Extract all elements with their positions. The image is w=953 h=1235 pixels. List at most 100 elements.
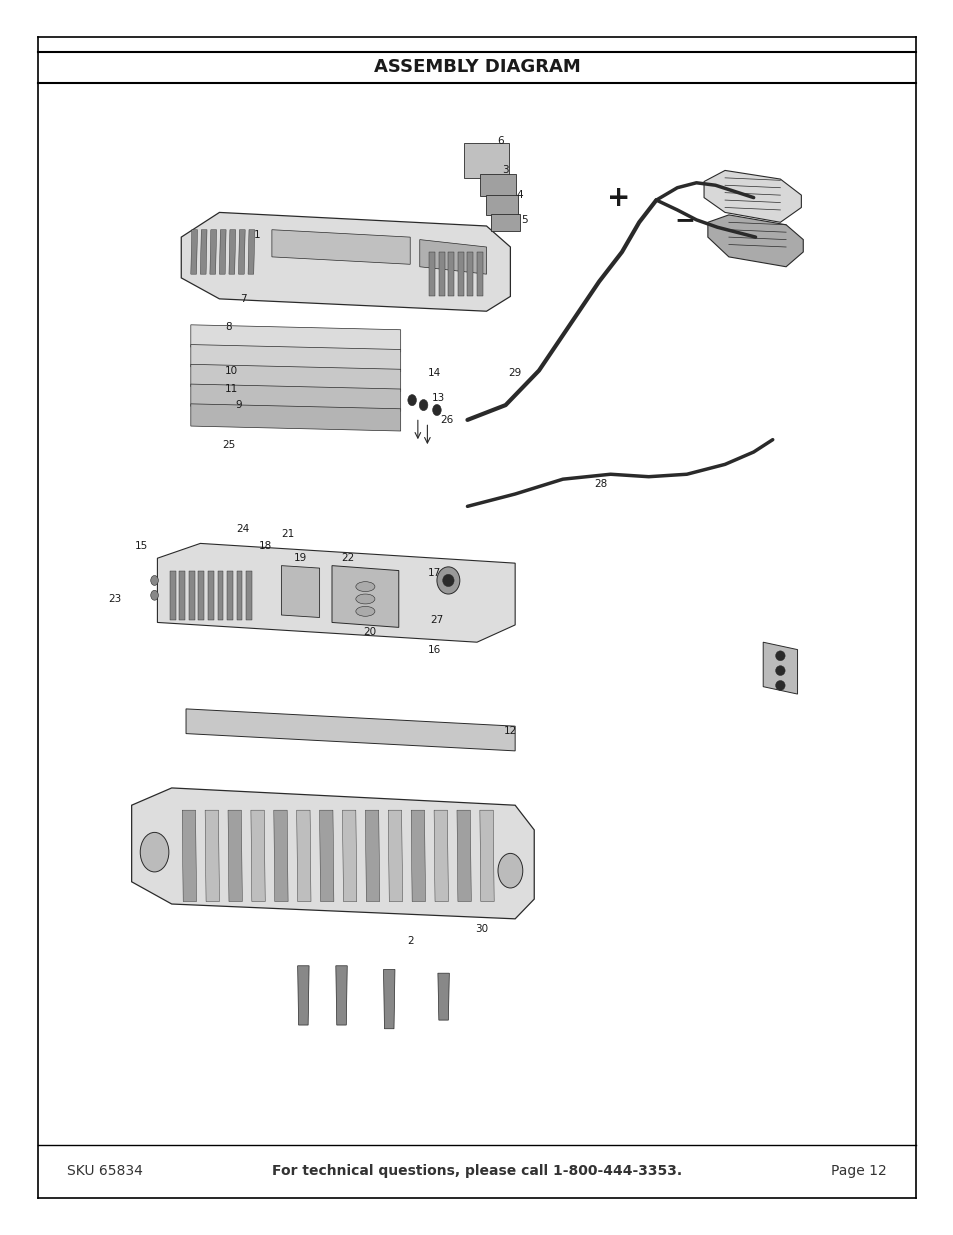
Ellipse shape xyxy=(355,594,375,604)
Text: 18: 18 xyxy=(258,541,272,551)
Polygon shape xyxy=(272,230,410,264)
Polygon shape xyxy=(332,566,398,627)
Text: 26: 26 xyxy=(439,415,453,425)
Text: 5: 5 xyxy=(521,215,527,225)
Text: 1: 1 xyxy=(254,230,260,240)
Polygon shape xyxy=(219,230,226,274)
Polygon shape xyxy=(205,810,219,902)
Ellipse shape xyxy=(151,590,158,600)
Text: 22: 22 xyxy=(341,553,355,563)
Polygon shape xyxy=(198,571,204,620)
Polygon shape xyxy=(434,810,448,902)
Polygon shape xyxy=(181,212,510,311)
Polygon shape xyxy=(238,230,245,274)
Polygon shape xyxy=(157,543,515,642)
Polygon shape xyxy=(191,384,400,411)
Text: 27: 27 xyxy=(430,615,443,625)
Ellipse shape xyxy=(497,853,522,888)
Text: 11: 11 xyxy=(225,384,238,394)
Polygon shape xyxy=(182,810,196,902)
Ellipse shape xyxy=(775,680,784,690)
Polygon shape xyxy=(457,252,463,296)
Polygon shape xyxy=(429,252,435,296)
Polygon shape xyxy=(189,571,194,620)
Text: 24: 24 xyxy=(236,524,250,534)
Text: 8: 8 xyxy=(226,322,232,332)
Polygon shape xyxy=(479,174,516,196)
Text: 20: 20 xyxy=(363,627,376,637)
Ellipse shape xyxy=(775,651,784,661)
Text: 2: 2 xyxy=(407,936,413,946)
Polygon shape xyxy=(281,566,319,618)
Text: For technical questions, please call 1-800-444-3353.: For technical questions, please call 1-8… xyxy=(272,1163,681,1178)
Text: 6: 6 xyxy=(497,136,503,146)
Polygon shape xyxy=(463,143,509,178)
Polygon shape xyxy=(227,571,233,620)
Ellipse shape xyxy=(140,832,169,872)
Ellipse shape xyxy=(151,576,158,585)
Text: 21: 21 xyxy=(281,529,294,538)
Text: 10: 10 xyxy=(225,366,238,375)
Text: 23: 23 xyxy=(108,594,121,604)
Polygon shape xyxy=(479,810,494,902)
Polygon shape xyxy=(762,642,797,694)
Text: 3: 3 xyxy=(502,165,508,175)
Polygon shape xyxy=(251,810,265,902)
Text: SKU 65834: SKU 65834 xyxy=(67,1163,143,1178)
Ellipse shape xyxy=(418,400,427,410)
Polygon shape xyxy=(229,230,235,274)
Ellipse shape xyxy=(432,405,440,415)
Polygon shape xyxy=(296,810,311,902)
Text: 16: 16 xyxy=(427,645,440,655)
Polygon shape xyxy=(191,404,400,431)
Ellipse shape xyxy=(355,582,375,592)
Polygon shape xyxy=(170,571,175,620)
Text: 17: 17 xyxy=(427,568,440,578)
Polygon shape xyxy=(297,966,309,1025)
Polygon shape xyxy=(319,810,334,902)
Polygon shape xyxy=(491,214,519,231)
Polygon shape xyxy=(438,252,444,296)
Polygon shape xyxy=(132,788,534,919)
Polygon shape xyxy=(448,252,454,296)
Polygon shape xyxy=(411,810,425,902)
Polygon shape xyxy=(228,810,242,902)
Text: ASSEMBLY DIAGRAM: ASSEMBLY DIAGRAM xyxy=(374,58,579,75)
Text: 14: 14 xyxy=(427,368,440,378)
Polygon shape xyxy=(217,571,223,620)
Polygon shape xyxy=(248,230,254,274)
Polygon shape xyxy=(419,240,486,274)
Text: 15: 15 xyxy=(134,541,148,551)
Polygon shape xyxy=(186,709,515,751)
Ellipse shape xyxy=(436,567,459,594)
Text: 13: 13 xyxy=(432,393,445,403)
Polygon shape xyxy=(707,215,802,267)
Polygon shape xyxy=(191,325,400,352)
Polygon shape xyxy=(179,571,185,620)
Polygon shape xyxy=(388,810,402,902)
Polygon shape xyxy=(383,969,395,1029)
Polygon shape xyxy=(485,195,517,215)
Polygon shape xyxy=(335,966,347,1025)
Polygon shape xyxy=(191,345,400,372)
Ellipse shape xyxy=(407,395,416,405)
Text: 19: 19 xyxy=(294,553,307,563)
Text: 28: 28 xyxy=(594,479,607,489)
Text: 12: 12 xyxy=(503,726,517,736)
Text: +: + xyxy=(606,184,629,211)
Polygon shape xyxy=(236,571,242,620)
Polygon shape xyxy=(365,810,379,902)
Text: 29: 29 xyxy=(508,368,521,378)
Text: −: − xyxy=(674,207,695,232)
Ellipse shape xyxy=(442,574,454,587)
Text: 7: 7 xyxy=(240,294,246,304)
Text: 9: 9 xyxy=(235,400,241,410)
Polygon shape xyxy=(342,810,356,902)
Polygon shape xyxy=(437,973,449,1020)
Ellipse shape xyxy=(355,606,375,616)
Polygon shape xyxy=(467,252,473,296)
Polygon shape xyxy=(476,252,482,296)
Text: 4: 4 xyxy=(517,190,522,200)
Text: 30: 30 xyxy=(475,924,488,934)
Polygon shape xyxy=(200,230,207,274)
